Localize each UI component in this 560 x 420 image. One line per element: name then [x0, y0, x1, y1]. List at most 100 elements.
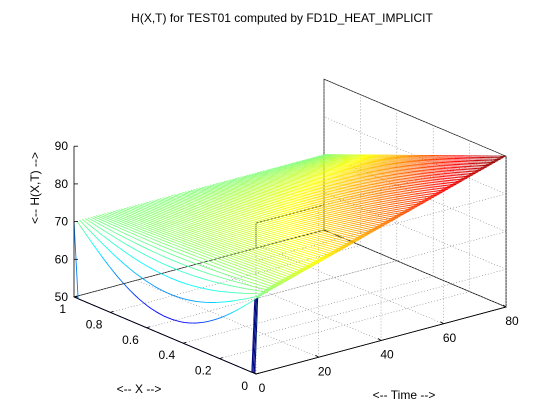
- surface-line: [241, 230, 246, 233]
- surface-line: [424, 193, 429, 196]
- surface-line: [336, 238, 341, 241]
- surface-line: [249, 200, 255, 203]
- surface-line: [106, 238, 112, 243]
- surface-line: [230, 235, 235, 238]
- surface-line: [108, 249, 113, 254]
- surface-line: [213, 198, 219, 201]
- surface-line: [187, 231, 192, 234]
- surface-line: [221, 181, 226, 184]
- surface-line: [368, 224, 373, 227]
- surface-line: [237, 207, 242, 210]
- surface-line: [299, 222, 304, 225]
- surface-line: [329, 245, 334, 248]
- surface-line: [235, 259, 240, 263]
- surface-line: [134, 226, 140, 230]
- surface-band: [339, 247, 344, 250]
- surface-line: [190, 208, 195, 211]
- surface-line: [248, 174, 254, 176]
- surface-line: [415, 187, 421, 189]
- surface-line: [297, 175, 302, 177]
- surface-band: [387, 220, 391, 223]
- surface-line: [158, 253, 163, 257]
- surface-line: [324, 228, 329, 231]
- surface-line: [262, 173, 268, 176]
- surface-line: [282, 243, 288, 246]
- surface-line: [125, 220, 130, 224]
- surface-line: [311, 231, 317, 234]
- surface-line: [168, 210, 173, 213]
- surface-line: [132, 215, 137, 219]
- surface-line: [231, 204, 237, 207]
- surface-line: [305, 176, 310, 178]
- surface-line: [223, 255, 228, 258]
- surface-line: [207, 198, 212, 201]
- chart-title: H(X,T) for TEST01 computed by FD1D_HEAT_…: [131, 11, 433, 25]
- surface-line: [254, 271, 260, 275]
- surface-band: [302, 267, 306, 269]
- surface-line: [260, 216, 266, 219]
- surface-line: [285, 248, 290, 251]
- surface-line: [220, 249, 225, 252]
- surface-line: [309, 209, 314, 212]
- surface-line: [292, 248, 297, 251]
- surface-line: [234, 243, 239, 246]
- surface-line: [302, 199, 307, 202]
- surface-line: [253, 247, 258, 250]
- surface-line: [272, 183, 277, 186]
- surface-line: [265, 251, 271, 254]
- surface-line: [226, 211, 231, 214]
- surface-line: [231, 275, 236, 278]
- surface-line: [281, 227, 286, 231]
- surface-line: [281, 191, 287, 193]
- surface-line: [262, 282, 268, 286]
- surface-band: [391, 219, 395, 221]
- surface-band: [289, 275, 293, 278]
- surface-line: [169, 235, 174, 238]
- surface-band: [465, 174, 470, 177]
- surface-line: [282, 218, 288, 221]
- surface-line: [154, 225, 159, 229]
- surface-line: [360, 199, 365, 201]
- surface-line: [283, 267, 289, 270]
- surface-line: [399, 201, 404, 204]
- surface-band: [487, 164, 491, 166]
- surface-line: [269, 180, 274, 183]
- surface-line: [345, 215, 350, 217]
- surface-line: [209, 197, 215, 200]
- surface-band: [255, 295, 260, 299]
- surface-line: [381, 191, 386, 194]
- surface-line: [157, 208, 162, 211]
- surface-line: [340, 226, 346, 229]
- surface-band: [438, 192, 443, 195]
- surface-line: [306, 216, 311, 219]
- surface-line: [330, 202, 335, 205]
- surface-band: [304, 265, 308, 268]
- surface-line: [227, 189, 233, 192]
- surface-line: [323, 193, 328, 195]
- surface-line: [223, 197, 229, 200]
- surface-band: [358, 238, 362, 241]
- surface-line: [421, 195, 426, 197]
- surface-line: [99, 241, 105, 246]
- surface-band: [431, 195, 435, 198]
- surface-line: [166, 257, 171, 260]
- surface-line: [166, 230, 171, 233]
- gridline-z: [255, 269, 507, 337]
- surface-line: [327, 194, 332, 196]
- surface-line: [205, 253, 210, 256]
- surface-band: [280, 280, 285, 282]
- surface-line: [203, 188, 208, 191]
- surface-band: [460, 178, 465, 180]
- surface-band: [402, 211, 406, 213]
- surface-line: [275, 243, 281, 246]
- surface-line: [199, 212, 205, 215]
- surface-line: [353, 194, 358, 197]
- surface-line: [143, 223, 148, 227]
- surface-line: [158, 210, 163, 213]
- surface-band: [271, 287, 275, 289]
- surface-line: [385, 197, 390, 200]
- surface-line: [393, 198, 398, 201]
- surface-line: [233, 211, 238, 214]
- surface-line: [287, 208, 292, 211]
- time-tick-label: 40: [380, 348, 394, 362]
